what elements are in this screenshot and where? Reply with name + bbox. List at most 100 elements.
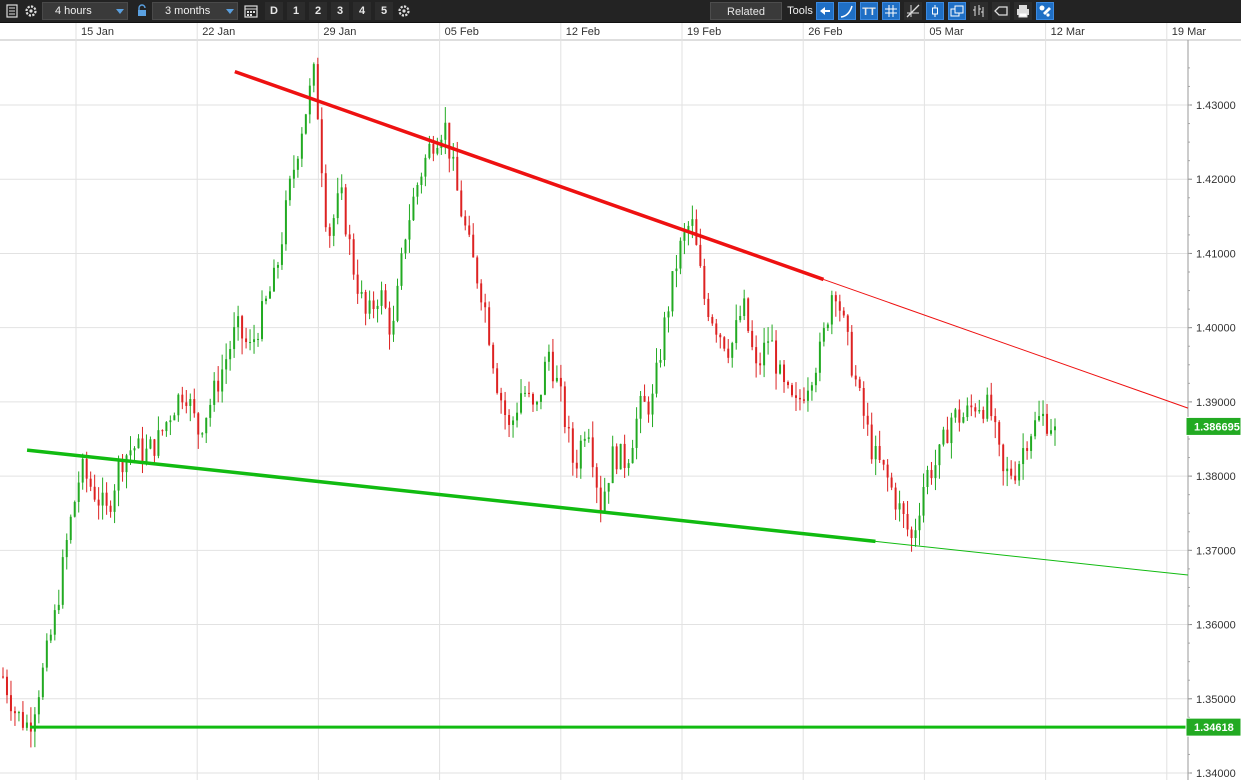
level-price-label-text: 1.34618	[1194, 722, 1234, 734]
candle-down-body	[794, 395, 797, 398]
candle-down-body	[775, 340, 778, 374]
text-icon[interactable]: TT	[860, 2, 878, 20]
x-tick-label: 05 Feb	[445, 26, 479, 38]
candle-down-body	[854, 375, 857, 380]
candle-up-body	[1042, 413, 1045, 417]
candle-up-body	[663, 317, 666, 361]
candle-up-body	[938, 444, 941, 466]
candle-up-body	[914, 530, 917, 539]
x-tick-label: 19 Mar	[1172, 26, 1207, 38]
candle-down-body	[185, 402, 188, 406]
range-select[interactable]: 3 months	[152, 2, 238, 20]
trend-line-resistance-extension	[823, 278, 1189, 409]
bars-icon[interactable]	[970, 2, 988, 20]
candle-down-body	[798, 397, 801, 400]
candle-up-body	[524, 392, 527, 394]
related-button[interactable]: Related	[710, 2, 782, 20]
price-chart[interactable]: 15 Jan 22 Jan 29 Jan 05 Feb 12 Feb 19 Feb 26 F…	[0, 23, 1241, 780]
candle-down-body	[496, 368, 499, 393]
candle-down-body	[364, 291, 367, 314]
candle-up-body	[1034, 420, 1037, 437]
candle-up-body	[436, 147, 439, 154]
period-button-1[interactable]: 1	[287, 2, 305, 20]
candle-down-body	[802, 399, 805, 401]
candle-up-body	[45, 640, 48, 668]
candle-down-body	[783, 364, 786, 383]
candle-up-body	[37, 697, 40, 715]
gear-icon[interactable]	[22, 2, 40, 20]
label-icon[interactable]	[992, 2, 1010, 20]
candle-up-body	[233, 327, 236, 350]
timeframe-select[interactable]: 4 hours	[42, 2, 128, 20]
candle-up-body	[516, 412, 519, 421]
candle-up-body	[942, 429, 945, 445]
candle-up-body	[607, 483, 610, 492]
candle-up-body	[543, 361, 546, 395]
candle-down-body	[492, 344, 495, 369]
candle-up-body	[631, 447, 634, 464]
candle-up-body	[926, 469, 929, 487]
candle-up-body	[17, 712, 20, 714]
candle-down-body	[551, 351, 554, 382]
candle-up-body	[360, 291, 363, 294]
candle-down-body	[1014, 475, 1017, 481]
grid-icon[interactable]	[882, 2, 900, 20]
candle-down-body	[384, 290, 387, 308]
candle-up-body	[763, 342, 766, 366]
period-button-d[interactable]: D	[265, 2, 283, 20]
candle-up-body	[687, 225, 690, 233]
trend-line-support-extension	[875, 540, 1189, 576]
candle-up-body	[249, 342, 252, 344]
x-tick-label: 22 Jan	[202, 26, 235, 38]
period-button-3[interactable]: 3	[331, 2, 349, 20]
candle-up-body	[408, 220, 411, 240]
candle-up-body	[169, 420, 172, 423]
calendar-icon[interactable]	[242, 2, 260, 20]
candle-down-body	[886, 464, 889, 478]
candle-down-body	[9, 695, 12, 712]
crosshair-icon[interactable]	[904, 2, 922, 20]
settings-icon[interactable]	[395, 2, 413, 20]
candle-up-body	[655, 362, 658, 394]
candle-down-body	[528, 392, 530, 394]
lock-icon[interactable]	[133, 2, 151, 20]
sheet-icon[interactable]	[3, 2, 21, 20]
tools-icon[interactable]	[1036, 2, 1054, 20]
back-arrow-icon[interactable]	[816, 2, 834, 20]
candle-up-body	[966, 405, 969, 418]
candle-down-body	[910, 529, 913, 539]
candle-up-body	[201, 433, 204, 435]
period-button-4[interactable]: 4	[353, 2, 371, 20]
x-tick-label: 05 Mar	[929, 26, 964, 38]
candle-up-body	[257, 338, 260, 340]
level-price-label: 1.34618	[1185, 717, 1241, 737]
candle-up-body	[173, 415, 176, 421]
candle-up-body	[61, 557, 64, 605]
candle-down-body	[599, 487, 602, 512]
y-tick-label: 1.35000	[1196, 694, 1236, 706]
period-button-2[interactable]: 2	[309, 2, 327, 20]
candle-up-body	[743, 298, 746, 316]
candle-down-body	[372, 300, 375, 310]
y-tick-label: 1.41000	[1196, 248, 1236, 260]
candle-up-body	[739, 315, 742, 321]
candle-down-body	[902, 503, 905, 515]
period-button-5[interactable]: 5	[375, 2, 393, 20]
x-tick-label: 26 Feb	[808, 26, 842, 38]
curve-icon[interactable]	[838, 2, 856, 20]
print-icon[interactable]	[1014, 2, 1032, 20]
candle-up-body	[918, 515, 921, 531]
candle-up-body	[1054, 426, 1056, 431]
candle-down-body	[500, 392, 503, 401]
candle-down-body	[316, 64, 319, 120]
candle-up-body	[101, 492, 104, 506]
candle-down-body	[715, 323, 718, 335]
candle-down-body	[344, 187, 347, 235]
candle-down-body	[531, 393, 534, 405]
candle-down-body	[862, 388, 865, 416]
candle-up-body	[691, 219, 694, 226]
window-icon[interactable]	[948, 2, 966, 20]
candle-down-body	[870, 424, 873, 460]
candle-icon[interactable]	[926, 2, 944, 20]
candle-down-body	[1026, 448, 1029, 451]
